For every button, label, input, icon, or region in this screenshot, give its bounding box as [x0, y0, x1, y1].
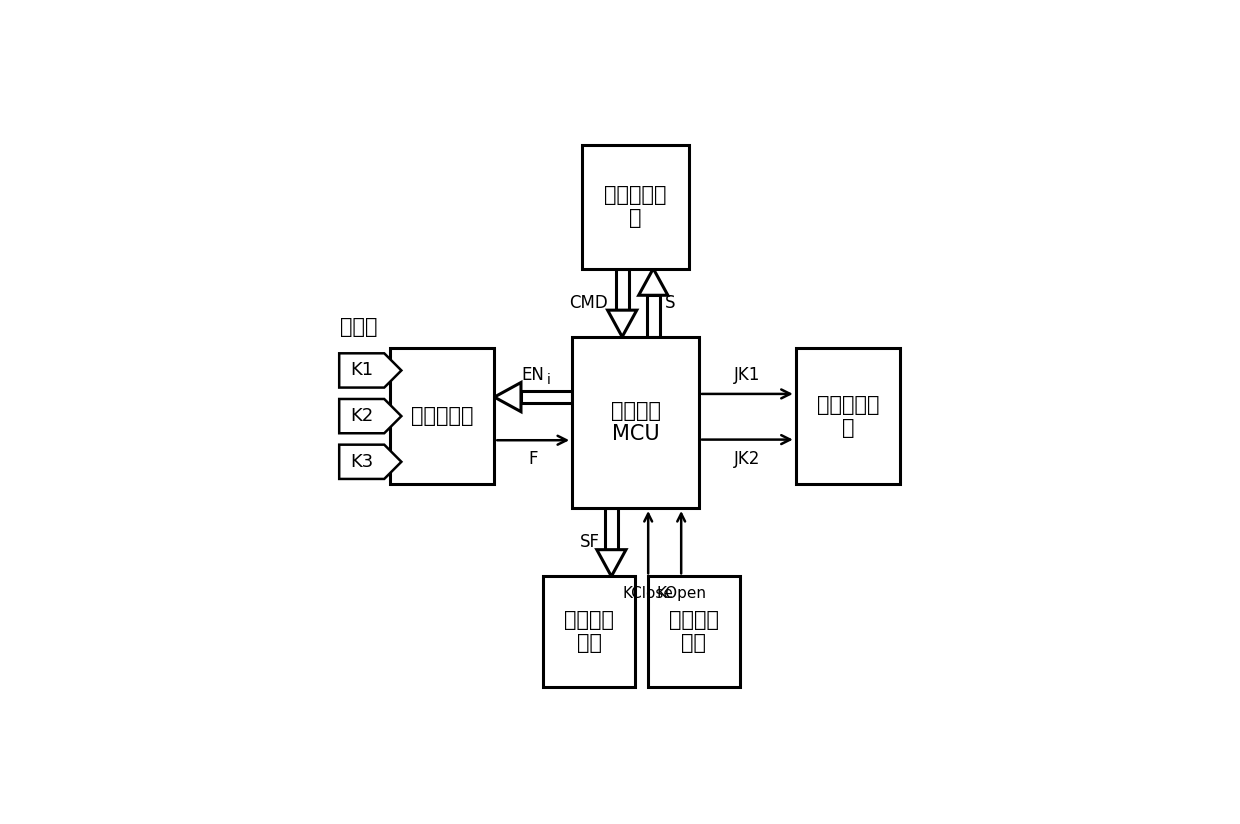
Polygon shape [340, 399, 402, 433]
Text: SF: SF [580, 533, 600, 551]
Bar [389, 348, 495, 485]
Text: K3: K3 [350, 453, 373, 471]
Text: JK2: JK2 [734, 450, 760, 468]
Text: F: F [528, 451, 538, 468]
Bar [647, 295, 660, 337]
Text: KOpen: KOpen [656, 587, 707, 602]
Text: i: i [547, 373, 551, 387]
Bar [605, 508, 618, 550]
Polygon shape [639, 269, 668, 295]
Bar [616, 269, 629, 310]
Bar [647, 576, 740, 687]
Text: K2: K2 [350, 407, 373, 425]
Text: CMD: CMD [569, 293, 608, 311]
Text: 磁感应电路: 磁感应电路 [410, 406, 474, 426]
Bar [582, 145, 689, 269]
Text: 状态显示
电路: 状态显示 电路 [564, 611, 614, 653]
Polygon shape [340, 445, 402, 479]
Bar [572, 337, 699, 508]
Text: 按键接口
电路: 按键接口 电路 [668, 611, 719, 653]
Text: 电机驱动电
路: 电机驱动电 路 [817, 395, 879, 438]
Bar [796, 348, 900, 485]
Polygon shape [596, 550, 626, 576]
Polygon shape [495, 382, 521, 412]
Text: K1: K1 [350, 362, 373, 379]
Text: KClose: KClose [622, 587, 673, 602]
Text: 主控单元
MCU: 主控单元 MCU [610, 400, 661, 444]
Bar [543, 576, 635, 687]
Text: 数据接口电
路: 数据接口电 路 [604, 185, 667, 228]
Polygon shape [608, 310, 637, 337]
Text: S: S [665, 293, 676, 311]
Text: 永磁铁: 永磁铁 [341, 317, 378, 337]
Text: EN: EN [522, 367, 544, 384]
Bar [521, 391, 572, 404]
Text: JK1: JK1 [734, 366, 760, 384]
Polygon shape [340, 353, 402, 387]
